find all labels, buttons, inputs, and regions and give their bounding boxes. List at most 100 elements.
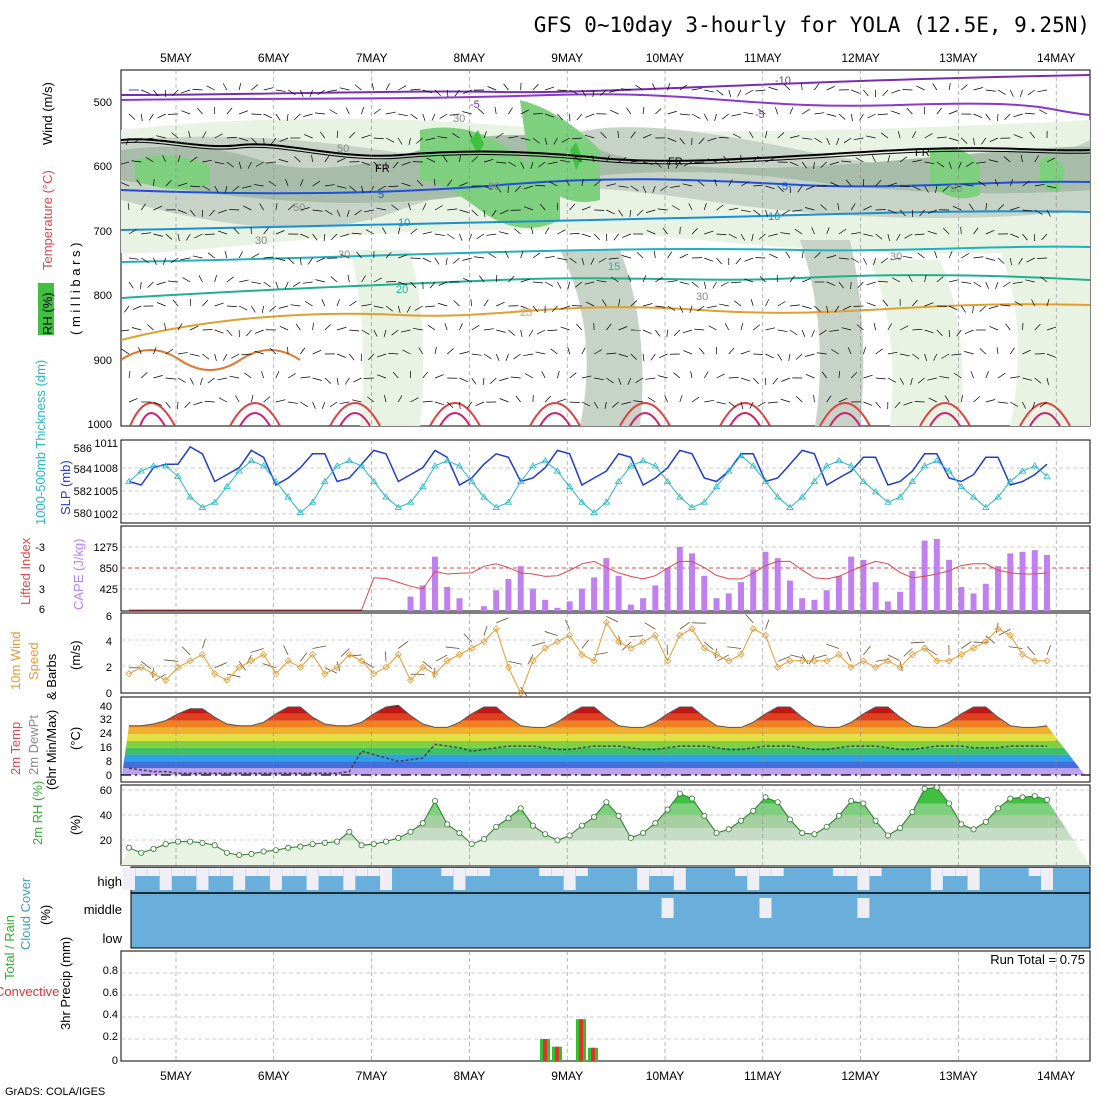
svg-text:30: 30 bbox=[890, 251, 902, 263]
wind-speed-point bbox=[149, 670, 158, 678]
wind-speed-series bbox=[128, 621, 1047, 695]
wind-barb bbox=[777, 132, 785, 139]
wind-barb bbox=[388, 353, 399, 355]
wind-barb bbox=[265, 161, 276, 164]
wind-barb bbox=[871, 155, 876, 163]
wind-barb bbox=[716, 204, 724, 211]
wind-speed-point bbox=[1031, 657, 1039, 665]
wind-barb bbox=[1005, 323, 1011, 331]
wind-barb bbox=[948, 251, 953, 259]
thickness-point bbox=[737, 451, 745, 458]
wind-barb bbox=[410, 113, 418, 120]
cape-bar bbox=[1007, 553, 1014, 611]
wind-barb bbox=[776, 274, 779, 283]
wind-barb bbox=[1012, 281, 1023, 284]
wind-barb bbox=[551, 305, 558, 313]
wind-barb bbox=[1010, 233, 1020, 238]
wind-barb bbox=[891, 110, 901, 115]
wind-barb bbox=[863, 89, 869, 97]
wind-ylabel: 10m Wind bbox=[8, 631, 23, 690]
wind-barb bbox=[292, 281, 301, 287]
wind-barb bbox=[268, 180, 277, 187]
wind-barb bbox=[1002, 281, 1011, 288]
wind-speed-point bbox=[296, 663, 304, 671]
rh-point bbox=[1031, 793, 1038, 800]
cape-bar bbox=[664, 567, 671, 611]
wind-barb bbox=[229, 375, 240, 379]
wind-barb bbox=[431, 113, 436, 121]
cloud-clear bbox=[367, 868, 380, 876]
wind-barb bbox=[226, 136, 237, 139]
wind-barb bbox=[887, 323, 892, 331]
cape-bar bbox=[1031, 550, 1038, 611]
thickness-point bbox=[982, 503, 990, 510]
cape-bar bbox=[689, 553, 696, 611]
wind-barb bbox=[261, 305, 264, 314]
wind-speed-point bbox=[908, 650, 916, 659]
wind-barb bbox=[491, 209, 497, 217]
thickness-point bbox=[235, 467, 243, 474]
wind-barb bbox=[816, 352, 827, 355]
wind-barb bbox=[132, 305, 142, 311]
wind-barb bbox=[275, 399, 286, 403]
wind-barb bbox=[837, 202, 840, 211]
wind-barb bbox=[826, 305, 829, 314]
wind-barb bbox=[483, 299, 489, 307]
wind-barb bbox=[148, 113, 154, 121]
wind-barb bbox=[985, 371, 989, 379]
wind-barb bbox=[557, 113, 563, 121]
wind-barb bbox=[233, 227, 240, 235]
wind-barb bbox=[422, 231, 433, 235]
rh-point bbox=[334, 838, 341, 845]
cape-bars bbox=[407, 539, 1050, 611]
wind-barb bbox=[523, 353, 533, 357]
rh-point bbox=[554, 837, 561, 844]
rh-point bbox=[248, 850, 255, 857]
wind-barb bbox=[371, 83, 375, 91]
wind-barb bbox=[200, 377, 203, 385]
thickness-point bbox=[125, 477, 133, 484]
wind-barb bbox=[1046, 299, 1050, 307]
wind-barb bbox=[630, 131, 636, 139]
cloud-clear bbox=[943, 868, 956, 876]
wind-barb bbox=[985, 257, 996, 261]
wind-barb bbox=[429, 281, 436, 289]
cape-bar bbox=[456, 598, 463, 611]
wind-barb bbox=[961, 253, 970, 259]
wind-barb bbox=[887, 654, 900, 661]
wind-barb bbox=[1046, 185, 1057, 189]
cloud-clear bbox=[441, 868, 454, 876]
svg-text:4: 4 bbox=[106, 636, 112, 648]
cloud-clear bbox=[318, 868, 331, 876]
temp-band bbox=[121, 720, 1090, 728]
thickness-point bbox=[333, 462, 341, 469]
cloud-clear bbox=[661, 868, 674, 876]
wind-barb bbox=[866, 135, 876, 139]
rh-point bbox=[150, 846, 157, 853]
rh-point bbox=[297, 843, 304, 850]
svg-text:0.8: 0.8 bbox=[103, 965, 118, 977]
cloud-clear-blocks bbox=[123, 868, 1053, 918]
wind-barb bbox=[476, 233, 485, 240]
svg-text:2: 2 bbox=[106, 662, 112, 674]
svg-text:Wind (m/s): Wind (m/s) bbox=[40, 82, 55, 145]
wind-speed-point bbox=[651, 631, 659, 639]
cape-bar bbox=[407, 596, 414, 611]
thickness-point bbox=[896, 493, 904, 500]
cloud-clear bbox=[747, 868, 760, 890]
wind-barb bbox=[324, 155, 330, 163]
wind-barb bbox=[361, 161, 371, 166]
wind-barb bbox=[819, 329, 827, 336]
wind-barb bbox=[434, 205, 443, 211]
rh-point bbox=[872, 817, 879, 824]
wind-barb bbox=[307, 257, 313, 265]
wind-barb bbox=[873, 323, 876, 331]
wind-barb bbox=[564, 619, 571, 630]
wind-barb bbox=[745, 614, 754, 624]
wind-barb bbox=[226, 107, 233, 115]
wind-speed-point bbox=[174, 663, 182, 671]
wind-barb bbox=[996, 346, 999, 355]
wind-barb bbox=[694, 328, 705, 331]
wind-barb bbox=[951, 353, 962, 356]
